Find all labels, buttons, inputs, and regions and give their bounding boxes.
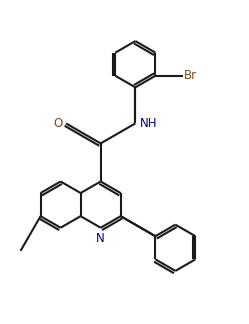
Text: NH: NH <box>140 117 157 130</box>
Text: O: O <box>54 117 63 130</box>
Text: Br: Br <box>184 69 197 82</box>
Text: N: N <box>96 232 105 245</box>
